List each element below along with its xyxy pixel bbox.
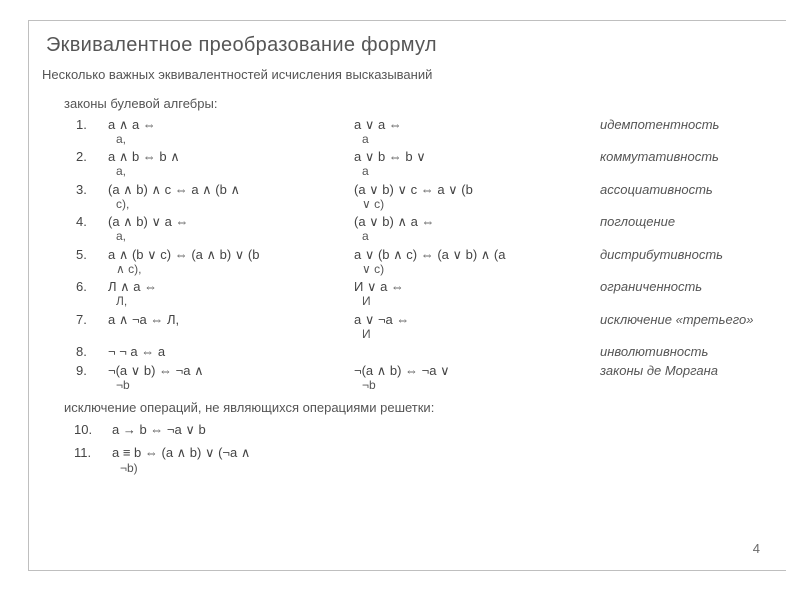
formula-text: c),	[108, 197, 348, 213]
rule-bottom	[28, 570, 786, 571]
laws-list: 1. a ∧ a ⇔ a, a ∨ a ⇔ a идемпотентность …	[74, 117, 772, 394]
row-num: 9.	[74, 363, 102, 380]
formula-text: ∨ c)	[354, 262, 594, 278]
col-left: a ∧ (b ∨ c) ⇔ (a ∧ b) ∨ (b ∧ c),	[108, 247, 348, 277]
col-left: ¬(a ∨ b) ⇔ ¬a ∧ ¬b	[108, 363, 348, 393]
formula-text: ∨ c)	[354, 197, 594, 213]
law-name: дистрибутивность	[600, 247, 780, 264]
col-left: a ≡ b ⇔ (a ∧ b) ∨ (¬a ∧ ¬b)	[112, 444, 632, 476]
formula-text: И	[354, 294, 594, 310]
col-left: a ∧ ¬a ⇔ Л,	[108, 312, 348, 327]
page-number: 4	[753, 541, 760, 556]
law-row: 5. a ∧ (b ∨ c) ⇔ (a ∧ b) ∨ (b ∧ c), a ∨ …	[74, 247, 772, 277]
law-row: 6. Л ∧ a ⇔ Л, И ∨ a ⇔ И ограниченность	[74, 279, 772, 309]
page-title: Эквивалентное преобразование формул	[46, 34, 772, 57]
law-name: ограниченность	[600, 279, 780, 296]
law-name: ассоциативность	[600, 182, 780, 199]
col-left: ¬ ¬ a ⇔ a	[108, 344, 348, 359]
formula-text: a,	[108, 164, 348, 180]
col-mid: a ∨ a ⇔ a	[354, 117, 594, 147]
col-mid: a ∨ ¬a ⇔ И	[354, 312, 594, 342]
col-left: (a ∧ b) ∧ c ⇔ a ∧ (b ∧ c),	[108, 182, 348, 212]
row-num: 11.	[74, 444, 106, 462]
law-row: 8. ¬ ¬ a ⇔ a инволютивность	[74, 344, 772, 361]
row-num: 7.	[74, 312, 102, 329]
row-num: 3.	[74, 182, 102, 199]
extra-list: 10. a → b ⇔ ¬a ∨ b 11. a ≡ b ⇔ (a ∧ b) ∨…	[74, 421, 772, 476]
content-area: Эквивалентное преобразование формул Неск…	[40, 30, 772, 482]
formula-text: a	[354, 164, 594, 180]
col-left: a → b ⇔ ¬a ∨ b	[112, 421, 632, 437]
col-mid: И ∨ a ⇔ И	[354, 279, 594, 309]
law-name: инволютивность	[600, 344, 780, 361]
rule-left	[28, 20, 29, 570]
row-num: 1.	[74, 117, 102, 134]
col-mid: (a ∨ b) ∧ a ⇔ a	[354, 214, 594, 244]
formula-text: a,	[108, 229, 348, 245]
page-subtitle: Несколько важных эквивалентностей исчисл…	[42, 67, 772, 82]
row-num: 8.	[74, 344, 102, 361]
formula-text: a	[354, 132, 594, 148]
col-left: a ∧ b ⇔ b ∧ a,	[108, 149, 348, 179]
section2-label: исключение операций, не являющихся опера…	[64, 400, 772, 415]
col-left: (a ∧ b) ∨ a ⇔ a,	[108, 214, 348, 244]
law-name: идемпотентность	[600, 117, 780, 134]
slide-page: Эквивалентное преобразование формул Неск…	[0, 0, 800, 600]
formula-text: ∧ c),	[108, 262, 348, 278]
formula-text: a ∧ ¬a ⇔ Л,	[108, 312, 348, 329]
col-mid: a ∨ (b ∧ c) ⇔ (a ∨ b) ∧ (a ∨ c)	[354, 247, 594, 277]
rule-top	[28, 20, 786, 21]
row-num: 4.	[74, 214, 102, 231]
law-row: 4. (a ∧ b) ∨ a ⇔ a, (a ∨ b) ∧ a ⇔ a погл…	[74, 214, 772, 244]
col-mid: (a ∨ b) ∨ c ⇔ a ∨ (b ∨ c)	[354, 182, 594, 212]
formula-text: ¬b	[108, 378, 348, 394]
law-name: законы де Моргана	[600, 363, 780, 380]
formula-text: ¬ ¬ a ⇔ a	[108, 344, 348, 361]
formula-text: a,	[108, 132, 348, 148]
formula-text: ¬b	[354, 378, 594, 394]
law-row: 7. a ∧ ¬a ⇔ Л, a ∨ ¬a ⇔ И исключение «тр…	[74, 312, 772, 342]
law-row: 2. a ∧ b ⇔ b ∧ a, a ∨ b ⇔ b ∨ a коммутат…	[74, 149, 772, 179]
row-num: 5.	[74, 247, 102, 264]
law-row: 3. (a ∧ b) ∧ c ⇔ a ∧ (b ∧ c), (a ∨ b) ∨ …	[74, 182, 772, 212]
law-row: 9. ¬(a ∨ b) ⇔ ¬a ∧ ¬b ¬(a ∧ b) ⇔ ¬a ∨ ¬b…	[74, 363, 772, 393]
formula-text: ¬b)	[112, 460, 632, 476]
section1-label: законы булевой алгебры:	[64, 96, 772, 111]
row-num: 6.	[74, 279, 102, 296]
law-name: исключение «третьего»	[600, 312, 780, 329]
law-name: поглощение	[600, 214, 780, 231]
col-left: Л ∧ a ⇔ Л,	[108, 279, 348, 309]
col-left: a ∧ a ⇔ a,	[108, 117, 348, 147]
law-row: 11. a ≡ b ⇔ (a ∧ b) ∨ (¬a ∧ ¬b)	[74, 444, 772, 476]
col-mid: a ∨ b ⇔ b ∨ a	[354, 149, 594, 179]
formula-text: a	[354, 229, 594, 245]
formula-text: И	[354, 327, 594, 343]
row-num: 10.	[74, 421, 106, 439]
formula-text: Л,	[108, 294, 348, 310]
formula-text: a → b ⇔ ¬a ∨ b	[112, 421, 632, 439]
law-row: 10. a → b ⇔ ¬a ∨ b	[74, 421, 772, 439]
col-mid: ¬(a ∧ b) ⇔ ¬a ∨ ¬b	[354, 363, 594, 393]
row-num: 2.	[74, 149, 102, 166]
law-row: 1. a ∧ a ⇔ a, a ∨ a ⇔ a идемпотентность	[74, 117, 772, 147]
law-name: коммутативность	[600, 149, 780, 166]
